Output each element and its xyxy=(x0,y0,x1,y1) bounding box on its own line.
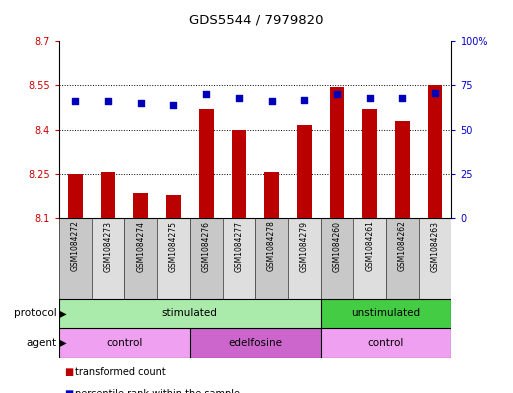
Bar xyxy=(166,195,181,218)
Point xyxy=(431,89,439,95)
Text: GSM1084261: GSM1084261 xyxy=(365,220,374,272)
Text: GSM1084278: GSM1084278 xyxy=(267,220,276,272)
Bar xyxy=(297,125,311,218)
Text: agent: agent xyxy=(26,338,56,348)
Point xyxy=(235,95,243,101)
Bar xyxy=(223,218,255,299)
Bar xyxy=(330,87,344,218)
Point xyxy=(366,95,374,101)
Text: GSM1084263: GSM1084263 xyxy=(430,220,440,272)
Text: ■: ■ xyxy=(64,367,73,377)
Bar xyxy=(255,218,288,299)
Text: GSM1084262: GSM1084262 xyxy=(398,220,407,272)
Bar xyxy=(419,218,451,299)
Text: edelfosine: edelfosine xyxy=(228,338,282,348)
Bar xyxy=(190,218,223,299)
Bar xyxy=(59,218,92,299)
Bar xyxy=(92,218,125,299)
Point xyxy=(398,95,406,101)
Text: control: control xyxy=(106,338,143,348)
Text: GSM1084260: GSM1084260 xyxy=(332,220,342,272)
Text: stimulated: stimulated xyxy=(162,309,218,318)
Point xyxy=(267,98,275,105)
Point xyxy=(136,100,145,106)
Bar xyxy=(362,109,377,218)
Text: GDS5544 / 7979820: GDS5544 / 7979820 xyxy=(189,14,324,27)
Bar xyxy=(101,173,115,218)
Text: ▶: ▶ xyxy=(56,338,67,348)
Point xyxy=(71,98,80,105)
Text: GSM1084275: GSM1084275 xyxy=(169,220,178,272)
Bar xyxy=(288,218,321,299)
Bar xyxy=(59,299,321,328)
Bar xyxy=(386,218,419,299)
Bar xyxy=(190,328,321,358)
Point xyxy=(300,96,308,103)
Point xyxy=(169,102,177,108)
Text: protocol: protocol xyxy=(14,309,56,318)
Point xyxy=(104,98,112,105)
Bar xyxy=(59,328,190,358)
Bar xyxy=(321,218,353,299)
Text: GSM1084276: GSM1084276 xyxy=(202,220,211,272)
Bar xyxy=(395,121,410,218)
Text: GSM1084277: GSM1084277 xyxy=(234,220,243,272)
Point xyxy=(333,91,341,97)
Bar xyxy=(199,109,213,218)
Bar xyxy=(321,299,451,328)
Text: percentile rank within the sample: percentile rank within the sample xyxy=(75,389,241,393)
Text: ▶: ▶ xyxy=(56,309,67,318)
Bar xyxy=(428,85,442,218)
Bar xyxy=(231,130,246,218)
Bar xyxy=(68,174,83,218)
Text: GSM1084273: GSM1084273 xyxy=(104,220,112,272)
Text: GSM1084274: GSM1084274 xyxy=(136,220,145,272)
Text: GSM1084279: GSM1084279 xyxy=(300,220,309,272)
Text: control: control xyxy=(368,338,404,348)
Text: transformed count: transformed count xyxy=(75,367,166,377)
Bar xyxy=(157,218,190,299)
Text: unstimulated: unstimulated xyxy=(351,309,421,318)
Bar xyxy=(321,328,451,358)
Bar xyxy=(124,218,157,299)
Bar xyxy=(264,173,279,218)
Bar xyxy=(353,218,386,299)
Point xyxy=(202,91,210,97)
Text: GSM1084272: GSM1084272 xyxy=(71,220,80,272)
Text: ■: ■ xyxy=(64,389,73,393)
Bar xyxy=(133,193,148,218)
